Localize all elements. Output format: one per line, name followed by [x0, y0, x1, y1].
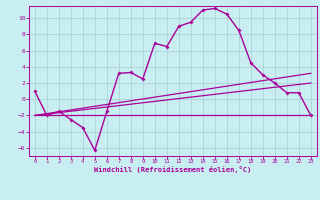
X-axis label: Windchill (Refroidissement éolien,°C): Windchill (Refroidissement éolien,°C) — [94, 166, 252, 173]
